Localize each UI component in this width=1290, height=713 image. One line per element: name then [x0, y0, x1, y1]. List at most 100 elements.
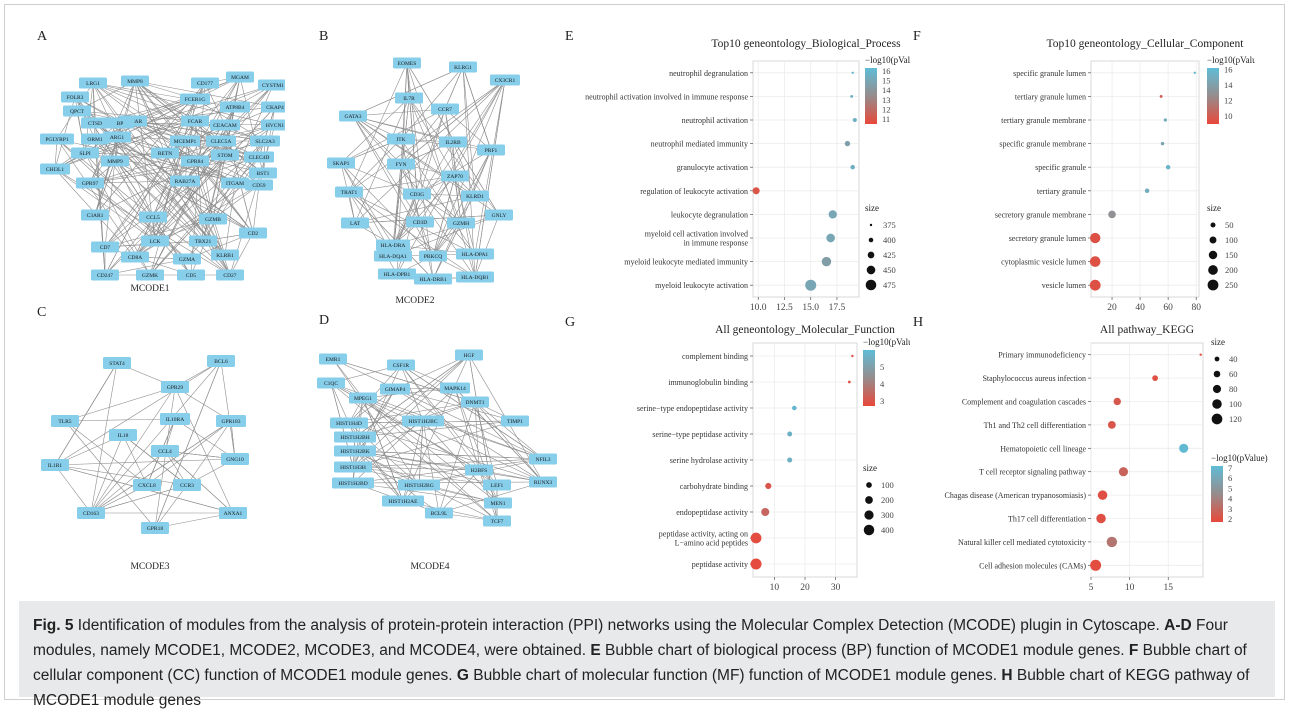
network-node: KLRG1: [449, 61, 477, 73]
network-edge: [354, 450, 498, 486]
category-label: serine hydrolase activity: [670, 456, 748, 465]
node-label: HGF: [463, 353, 474, 359]
color-legend-tick: 7: [1228, 463, 1232, 473]
network-mcode4: EMR1 HGF C1QC CSF1R MPEG1 GIMAP4 MAPK14 DNMT1 TI…: [305, 325, 565, 590]
category-label: myeloid leukocyte activation: [655, 281, 748, 290]
node-box: [447, 217, 475, 229]
network-edge: [340, 162, 434, 257]
size-legend-title: size: [1207, 203, 1221, 213]
node-label: RAB27A: [175, 179, 196, 185]
x-tick-label: 20: [800, 583, 810, 592]
node-label: BCL6: [214, 359, 228, 365]
node-label: CYSTM1: [262, 83, 284, 89]
bubble-point: [851, 71, 854, 74]
node-box: [103, 131, 131, 143]
network-node: CD3G: [403, 188, 431, 200]
network-edge: [76, 110, 86, 154]
network-caption: MCODE2: [395, 296, 434, 306]
network-edge: [352, 108, 446, 117]
color-legend-title: −log10(pValue): [1211, 453, 1268, 463]
figure-caption: Fig. 5 Identification of modules from th…: [19, 601, 1275, 709]
panel-label-c: C: [37, 305, 47, 320]
caption-text-5: Bubble chart of molecular function (MF) …: [468, 667, 1002, 684]
node-box: [173, 479, 201, 491]
size-legend-dot: [866, 265, 876, 275]
chart-f: Top10 geneontology_Cellular_Component 20 4…: [915, 31, 1255, 311]
network-edge: [352, 115, 434, 257]
node-box: [170, 175, 200, 187]
category-label: neutrophil mediated immunity: [651, 140, 748, 149]
node-box: [51, 415, 79, 427]
panel-label-e: E: [565, 29, 574, 44]
node-box: [81, 133, 109, 145]
color-legend-tick: 14: [1224, 80, 1233, 90]
node-label: HLA-DRB1: [419, 277, 446, 283]
network-node: GPR18: [141, 522, 169, 534]
network-edge: [154, 360, 222, 529]
node-box: [249, 167, 277, 179]
category-label: leukocyte degranulation: [671, 210, 748, 219]
node-label: CCL5: [146, 215, 160, 221]
size-legend-label: 425: [883, 250, 896, 260]
network-node: PRKCQ: [419, 250, 447, 262]
node-box: [103, 357, 131, 369]
category-label: Complement and coagulation cascades: [962, 398, 1086, 407]
network-edge: [392, 108, 446, 257]
network-node: MGAM: [226, 71, 254, 83]
bubble-point: [1144, 188, 1150, 194]
network-node: GIMAP4: [380, 383, 410, 395]
network-node: ANXA1: [219, 507, 247, 519]
network-edge: [90, 484, 188, 514]
node-label: TRAT1: [341, 190, 358, 196]
node-box: [76, 177, 104, 189]
node-label: ITGAM: [226, 181, 244, 187]
network-edge: [352, 115, 492, 151]
network-edge: [132, 120, 236, 184]
color-legend-tick: 4: [1228, 494, 1233, 504]
network-edge: [444, 66, 464, 110]
network-edge: [154, 140, 186, 242]
network-node: HLA-DQA1: [374, 250, 412, 262]
color-legend-bar: [863, 350, 875, 406]
network-node: SLC2A3: [250, 135, 280, 147]
bubble-point: [1163, 118, 1167, 122]
network-node: GZMA: [173, 253, 201, 265]
node-label: CD5: [186, 273, 197, 279]
node-box: [483, 515, 511, 527]
node-label: CSF1R: [393, 363, 410, 369]
node-box: [339, 110, 367, 122]
node-label: HIST1H4D: [336, 421, 362, 427]
node-label: TLR5: [58, 419, 71, 425]
network-edge: [194, 120, 264, 174]
node-label: PGLYRP1: [45, 137, 69, 143]
node-box: [334, 461, 372, 473]
node-box: [216, 415, 246, 427]
network-node: GATA3: [339, 110, 367, 122]
bubble-point: [765, 482, 772, 490]
node-box: [239, 227, 267, 239]
node-label: GZMH: [453, 221, 469, 227]
network-node: HIST1H2BG: [398, 479, 440, 491]
figure-frame: A B C D E F G H LRG1 MMP8 CD177 MGAM CYSTM1 F…: [4, 4, 1285, 709]
network-edge: [354, 450, 440, 514]
bubble-point: [1160, 141, 1165, 146]
network-edge: [92, 82, 121, 124]
node-label: ANXA1: [224, 511, 243, 517]
size-legend-title: size: [863, 463, 877, 473]
network-node: HGF: [455, 349, 483, 361]
network-edge: [348, 79, 506, 193]
node-label: GZMK: [142, 273, 158, 279]
node-box: [529, 453, 557, 465]
network-edge: [114, 160, 254, 234]
network-caption: MCODE1: [130, 284, 169, 294]
node-box: [160, 413, 190, 425]
network-edge: [122, 434, 148, 486]
node-label: STOM: [217, 153, 232, 159]
size-legend-dot: [1212, 399, 1222, 409]
network-node: PGLYRP1: [40, 133, 74, 145]
size-legend-label: 80: [1229, 384, 1238, 394]
color-legend-bar: [1211, 466, 1223, 522]
network-node: MPEG1: [349, 392, 377, 404]
network-edge: [400, 66, 464, 140]
network-edge: [474, 79, 506, 278]
